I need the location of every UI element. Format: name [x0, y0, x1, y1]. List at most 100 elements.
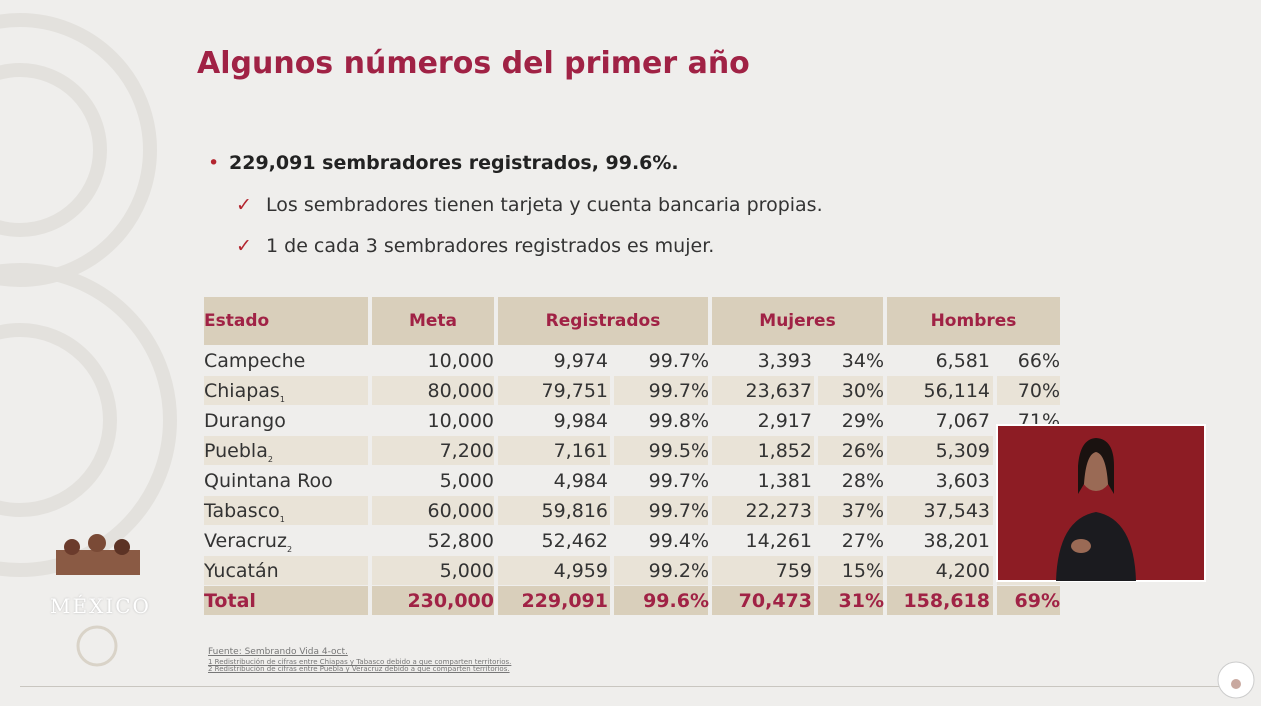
table-cell: 7,200: [439, 440, 494, 462]
row-bg: [614, 556, 708, 585]
row-bg: [498, 376, 610, 405]
table-cell: 34%: [841, 350, 884, 372]
table-cell: 158,618: [903, 590, 990, 612]
divider: [20, 686, 1240, 687]
row-bg: [372, 496, 494, 525]
table-cell: 37,543: [923, 500, 990, 522]
background-pattern: [0, 13, 177, 577]
row-bg: [372, 436, 494, 465]
row-bg: [712, 586, 814, 615]
table-cell: 1,381: [757, 470, 812, 492]
state-name: Total: [204, 590, 256, 612]
row-bg: [498, 556, 610, 585]
state-name: Veracruz2: [204, 530, 293, 554]
note-marker: 2: [286, 544, 293, 554]
emblem: [76, 625, 118, 667]
row-bg: [887, 496, 993, 525]
row-bg: [712, 496, 814, 525]
check-mark: ✓: [236, 235, 252, 257]
bullet: 229,091 sembradores registrados, 99.6%.: [229, 152, 679, 174]
table-cell: 69%: [1014, 590, 1060, 612]
table-cell: 66%: [1017, 350, 1060, 372]
table-cell: 99.5%: [648, 440, 709, 462]
row-bg: [887, 436, 993, 465]
row-bg: [204, 436, 368, 465]
corner-logo: [1217, 661, 1255, 699]
row-bg: [372, 556, 494, 585]
table-cell: 52,462: [541, 530, 608, 552]
state-name: Campeche: [204, 350, 306, 372]
table-cell: 99.2%: [648, 560, 709, 582]
table-cell: 9,974: [553, 350, 608, 372]
table-cell: 59,816: [541, 500, 608, 522]
table-cell: 7,161: [553, 440, 608, 462]
row-bg: [818, 586, 883, 615]
table-cell: 79,751: [541, 380, 608, 402]
column-header: Hombres: [930, 311, 1017, 331]
table-cell: 759: [775, 560, 812, 582]
table-cell: 99.8%: [648, 410, 709, 432]
table-cell: 1,852: [757, 440, 812, 462]
table-cell: 10,000: [427, 410, 494, 432]
table-cell: 28%: [841, 470, 884, 492]
column-header: Mujeres: [759, 311, 836, 331]
row-bg: [997, 376, 1060, 405]
table-cell: 229,091: [521, 590, 608, 612]
note-marker: 1: [279, 514, 285, 524]
bullet-dot: •: [208, 152, 220, 174]
table-cell: 70%: [1017, 380, 1060, 402]
header-cell-bg: [204, 297, 368, 345]
table-cell: 4,959: [553, 560, 608, 582]
logo-text: MÉXICO: [50, 594, 151, 618]
table-cell: 230,000: [407, 590, 494, 612]
note-marker: 1: [279, 394, 285, 404]
check-text: Los sembradores tienen tarjeta y cuenta …: [266, 194, 823, 216]
row-bg: [498, 496, 610, 525]
table-cell: 30%: [841, 380, 884, 402]
row-bg: [614, 586, 708, 615]
row-bg: [372, 376, 494, 405]
table-cell: 6,581: [935, 350, 990, 372]
logo-art: [56, 534, 140, 575]
note-marker: 2: [267, 454, 273, 464]
table-cell: 7,067: [935, 410, 990, 432]
table-cell: 56,114: [923, 380, 990, 402]
state-name: Yucatán: [204, 560, 279, 582]
table-cell: 27%: [841, 530, 884, 552]
row-bg: [818, 496, 883, 525]
table-cell: 60,000: [427, 500, 494, 522]
table-cell: 99.7%: [648, 350, 709, 372]
row-bg: [818, 556, 883, 585]
footnote: 1 Redistribución de cifras entre Chiapas…: [208, 658, 512, 666]
header-cell-bg: [372, 297, 494, 345]
table-cell: 15%: [841, 560, 884, 582]
check-mark: ✓: [236, 194, 252, 216]
table-cell: 5,000: [439, 470, 494, 492]
row-bg: [204, 376, 368, 405]
header-cell-bg: [498, 297, 708, 345]
table-cell: 31%: [838, 590, 884, 612]
table-cell: 23,637: [745, 380, 812, 402]
row-bg: [372, 586, 494, 615]
header-cell-bg: [887, 297, 1060, 345]
table-cell: 70,473: [738, 590, 812, 612]
table-cell: 4,984: [553, 470, 608, 492]
table-cell: 38,201: [923, 530, 990, 552]
table-cell: 5,000: [439, 560, 494, 582]
table-cell: 5,309: [935, 440, 990, 462]
row-bg: [498, 586, 610, 615]
state-name: Durango: [204, 410, 286, 432]
footnote: 2 Redistribución de cifras entre Puebla …: [208, 665, 510, 673]
row-bg: [712, 376, 814, 405]
row-bg: [614, 436, 708, 465]
header-cell-bg: [712, 297, 883, 345]
table-cell: 9,984: [553, 410, 608, 432]
row-bg: [204, 586, 368, 615]
footnote: Fuente: Sembrando Vida 4-oct.: [208, 647, 348, 657]
row-bg: [498, 436, 610, 465]
row-bg: [997, 586, 1060, 615]
interpreter-video: [996, 424, 1206, 582]
row-bg: [818, 436, 883, 465]
table-cell: 99.6%: [643, 590, 709, 612]
